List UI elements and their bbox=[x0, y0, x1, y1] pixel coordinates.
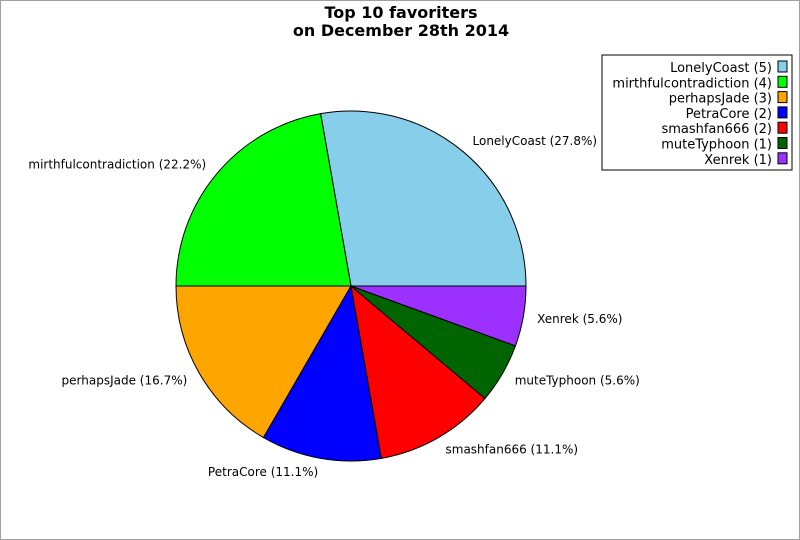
legend-swatch-PetraCore bbox=[777, 106, 788, 119]
legend-label-muteTyphoon: muteTyphoon (1) bbox=[661, 138, 772, 153]
pie-slice-Xenrek bbox=[350, 285, 527, 347]
pie-slice-PetraCore bbox=[262, 284, 382, 462]
pie-slice-LonelyCoast bbox=[320, 110, 527, 287]
legend-label-LonelyCoast: LonelyCoast (5) bbox=[670, 61, 772, 76]
legend-label-smashfan666: smashfan666 (2) bbox=[661, 122, 772, 137]
slice-label-perhapsJade: perhapsJade (16.7%) bbox=[62, 374, 188, 388]
legend-label-mirthfulcontradiction: mirthfulcontradiction (4) bbox=[612, 76, 772, 91]
legend-label-Xenrek: Xenrek (1) bbox=[704, 153, 772, 168]
legend-swatch-LonelyCoast bbox=[777, 60, 788, 73]
pie-slice-smashfan666 bbox=[350, 284, 486, 459]
chart-title: Top 10 favoriters bbox=[324, 3, 477, 22]
slice-label-Xenrek: Xenrek (5.6%) bbox=[537, 312, 622, 326]
legend-swatch-muteTyphoon bbox=[777, 137, 788, 149]
pie-slice-perhapsJade bbox=[175, 285, 352, 439]
legend-swatch-Xenrek bbox=[777, 152, 788, 165]
chart-subtitle: on December 28th 2014 bbox=[293, 21, 509, 40]
legend-swatch-smashfan666 bbox=[777, 121, 788, 134]
legend-swatch-perhapsJade bbox=[777, 91, 788, 104]
pie-slice-mirthfulcontradiction bbox=[175, 113, 352, 287]
legend-box bbox=[601, 54, 793, 171]
slice-label-muteTyphoon: muteTyphoon (5.6%) bbox=[515, 374, 640, 388]
legend-label-perhapsJade: perhapsJade (3) bbox=[669, 92, 772, 107]
slice-label-smashfan666: smashfan666 (11.1%) bbox=[446, 443, 579, 457]
pie-slices bbox=[175, 110, 527, 462]
slice-label-mirthfulcontradiction: mirthfulcontradiction (22.2%) bbox=[28, 158, 206, 172]
pie-labels: LonelyCoast (27.8%) mirthfulcontradiction… bbox=[28, 134, 639, 479]
slice-label-PetraCore: PetraCore (11.1%) bbox=[208, 465, 318, 479]
legend-label-PetraCore: PetraCore (2) bbox=[686, 107, 772, 122]
slice-label-LonelyCoast: LonelyCoast (27.8%) bbox=[473, 134, 598, 148]
legend: LonelyCoast (5)mirthfulcontradiction (4)… bbox=[601, 54, 793, 171]
legend-swatch-mirthfulcontradiction bbox=[777, 75, 788, 88]
